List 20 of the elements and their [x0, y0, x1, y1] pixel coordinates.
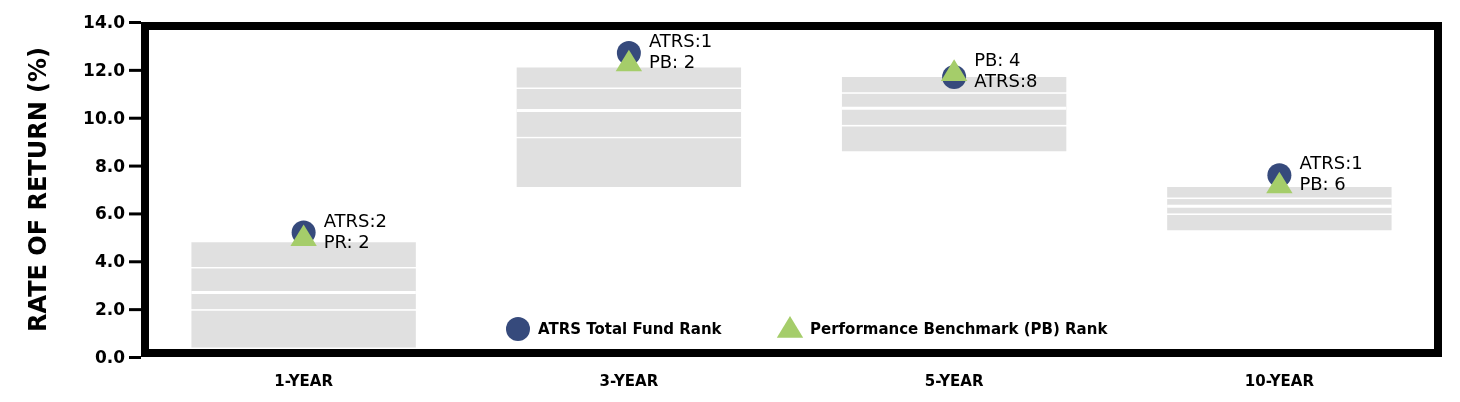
y-tick-label: 2.0 — [94, 299, 126, 320]
legend-label: Performance Benchmark (PB) Rank — [810, 320, 1109, 339]
x-tick-label: 3-YEAR — [599, 371, 659, 390]
y-tick-label: 8.0 — [94, 155, 126, 176]
x-tick-label: 10-YEAR — [1244, 371, 1315, 390]
point — [1266, 171, 1293, 194]
annotation: PB: 4 ATRS:8 — [974, 49, 1038, 92]
x-tick-label: 5-YEAR — [924, 371, 984, 390]
y-tick-label: 4.0 — [94, 251, 126, 272]
y-tick-label: 10.0 — [83, 107, 126, 128]
legend-label: ATRS Total Fund Rank — [538, 320, 723, 339]
annotation: ATRS:1 PB: 2 — [648, 30, 713, 73]
x-tick-label: 1-YEAR — [274, 371, 334, 390]
y-tick-label: 14.0 — [83, 11, 126, 32]
y-tick-label: 12.0 — [83, 59, 126, 80]
annotation: ATRS:2 PR: 2 — [323, 209, 387, 252]
y-tick-label: 6.0 — [94, 203, 126, 224]
y-axis-title: RATE OF RETURN (%) — [24, 46, 52, 333]
annotation: ATRS:1 PB: 6 — [1299, 152, 1363, 195]
y-tick-label: 0.0 — [94, 346, 126, 367]
